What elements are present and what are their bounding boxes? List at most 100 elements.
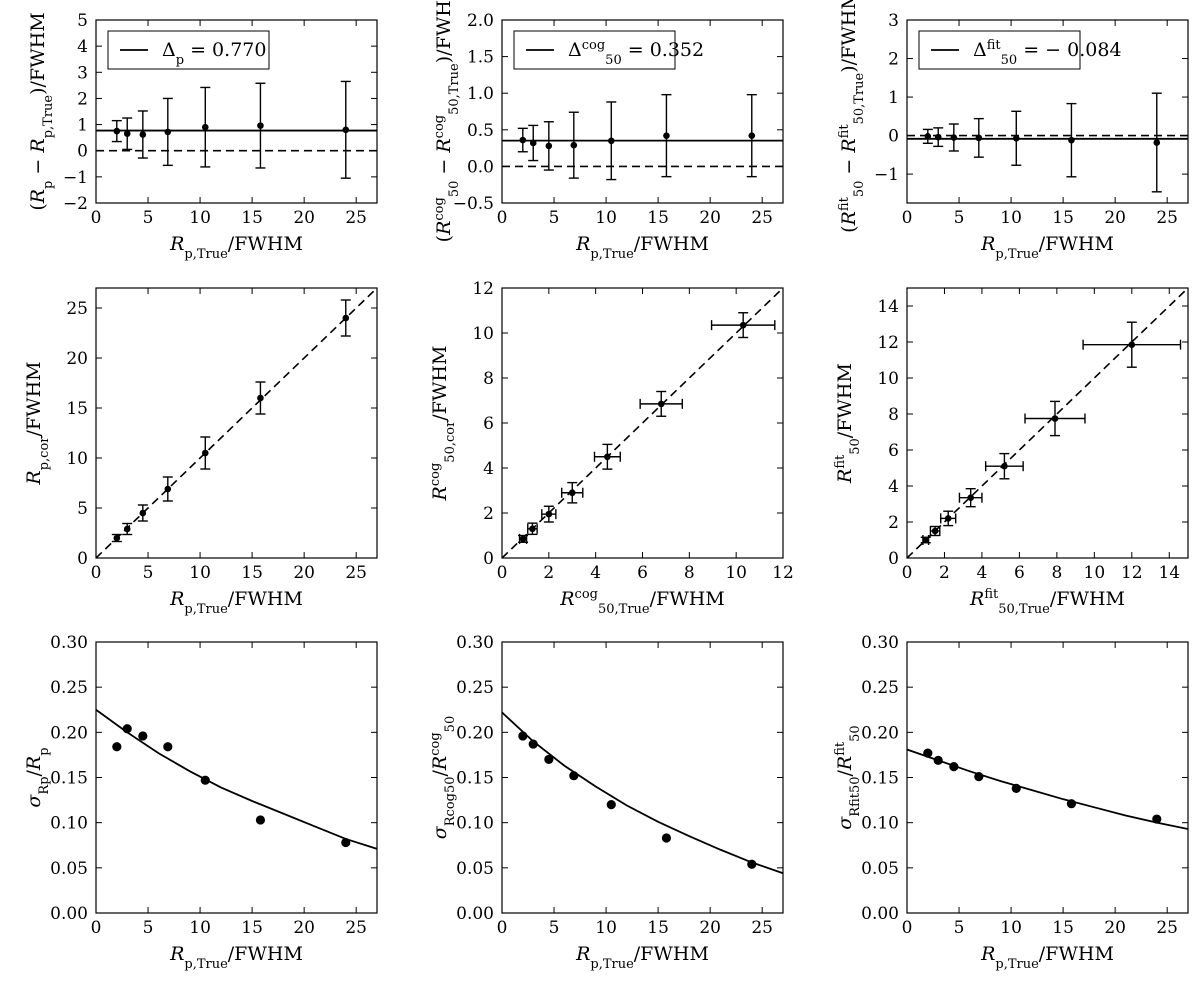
data-point bbox=[1068, 136, 1075, 144]
plot-area bbox=[96, 709, 377, 850]
x-tick-label: 5 bbox=[549, 918, 560, 938]
y-tick-label: 1 bbox=[77, 116, 88, 136]
data-point bbox=[923, 748, 933, 758]
x-tick-label: 2 bbox=[939, 563, 950, 583]
plot-area bbox=[907, 288, 1188, 558]
data-point bbox=[113, 127, 121, 135]
data-point bbox=[255, 815, 266, 825]
y-tick-label: 0.30 bbox=[861, 633, 899, 653]
data-point bbox=[123, 130, 131, 138]
y-tick-label: 0.0 bbox=[467, 157, 494, 177]
axes-frame bbox=[906, 19, 1189, 204]
x-tick-label: 25 bbox=[345, 918, 367, 938]
x-tick-label: 6 bbox=[637, 563, 648, 583]
x-tick-label: 5 bbox=[954, 918, 965, 938]
y-tick-label: 1.0 bbox=[467, 84, 494, 104]
x-tick-label: 25 bbox=[1156, 208, 1178, 228]
y-tick-label: 1 bbox=[888, 88, 899, 108]
x-tick-label: 0 bbox=[497, 563, 508, 583]
identity-line bbox=[96, 288, 377, 558]
y-tick-label: 0 bbox=[483, 549, 494, 569]
x-tick-label: 20 bbox=[1104, 918, 1126, 938]
data-point bbox=[164, 128, 172, 136]
data-point bbox=[113, 534, 121, 542]
data-point bbox=[123, 525, 131, 533]
x-axis-label: Rp,True/FWHM bbox=[575, 943, 709, 972]
panel-bottom-middle: 0 5 10 15 20 25 0.00 0.05 0.10 0.15 0.20 0.25 0.30 Rp… bbox=[428, 633, 784, 972]
data-point bbox=[122, 724, 132, 734]
x-tick-label: 10 bbox=[189, 918, 211, 938]
y-tick-label: 0.25 bbox=[456, 678, 494, 698]
y-tick-label: 2.0 bbox=[467, 11, 494, 31]
x-tick-label: 0 bbox=[497, 918, 508, 938]
y-tick-label: 0.5 bbox=[467, 121, 494, 141]
data-point bbox=[342, 314, 350, 322]
y-tick-label: 12 bbox=[877, 333, 899, 353]
data-point bbox=[163, 742, 173, 752]
panel-top-middle: 0 5 10 15 20 25 −0.5 0.0 0.5 1.0 1.5 2.0 Rp,True/FWH… bbox=[432, 0, 784, 262]
y-tick-label: 3 bbox=[77, 63, 88, 83]
data-point bbox=[657, 400, 665, 408]
panel-bottom-left: 0 5 10 15 20 25 0.00 0.05 0.10 0.15 0.20 0.25 0.30 Rp… bbox=[23, 633, 378, 972]
data-point bbox=[606, 800, 616, 810]
x-tick-label: 12 bbox=[1121, 563, 1143, 583]
legend-box bbox=[918, 30, 1081, 70]
plot-area bbox=[502, 288, 783, 558]
y-tick-label: 2 bbox=[888, 513, 899, 533]
panel-middle-left: 0 5 10 15 20 25 0 5 10 15 20 25 Rp,True/FWHM Rp,cor/F… bbox=[23, 287, 378, 617]
axes-frame bbox=[501, 19, 784, 204]
y-tick-label: 0.15 bbox=[456, 769, 494, 789]
y-tick-label: 0.00 bbox=[456, 904, 494, 924]
data-point bbox=[569, 771, 579, 781]
x-tick-label: 10 bbox=[189, 208, 211, 228]
data-point bbox=[663, 132, 670, 139]
fit-curve bbox=[96, 709, 377, 850]
legend-entry: Δp = 0.770 bbox=[162, 39, 266, 68]
data-point bbox=[607, 137, 615, 145]
y-tick-label: 0.15 bbox=[861, 769, 899, 789]
y-tick-label: 10 bbox=[877, 369, 899, 389]
y-tick-label: −1 bbox=[63, 168, 88, 188]
x-tick-label: 10 bbox=[1084, 563, 1106, 583]
data-point bbox=[924, 133, 932, 140]
y-tick-label: 0.10 bbox=[861, 814, 899, 834]
y-tick-label: 0.20 bbox=[50, 723, 88, 743]
x-tick-label: 8 bbox=[1051, 563, 1062, 583]
y-tick-label: 5 bbox=[77, 499, 88, 519]
y-tick-label: 0.00 bbox=[861, 904, 899, 924]
y-tick-label: 0 bbox=[77, 142, 88, 162]
x-tick-label: 5 bbox=[143, 918, 154, 938]
x-tick-label: 20 bbox=[293, 918, 315, 938]
y-tick-label: 14 bbox=[877, 297, 899, 317]
x-tick-label: 0 bbox=[902, 563, 913, 583]
y-axis-label: (Rfit50 − Rfit50,True)/FWHM bbox=[837, 0, 867, 233]
y-tick-label: 10 bbox=[472, 324, 494, 344]
data-point bbox=[931, 527, 939, 535]
data-point bbox=[570, 141, 578, 149]
data-point bbox=[519, 535, 527, 543]
data-point bbox=[545, 142, 553, 150]
y-tick-label: 4 bbox=[77, 37, 88, 57]
x-tick-label: 15 bbox=[241, 208, 263, 228]
data-point bbox=[518, 731, 528, 741]
y-tick-label: 10 bbox=[66, 449, 88, 469]
data-point bbox=[944, 515, 952, 522]
axes-frame bbox=[95, 287, 378, 559]
data-point bbox=[519, 136, 527, 144]
panel-middle-right: 0 2 4 6 8 10 12 14 0 2 4 6 8 10 12 14 Rfit50,True/FWHM Rf… bbox=[833, 287, 1189, 617]
data-point bbox=[1128, 341, 1136, 349]
data-point bbox=[139, 131, 147, 138]
y-axis-label: (Rp − Rp,True)/FWHM bbox=[27, 12, 56, 210]
data-point bbox=[975, 134, 983, 142]
x-axis-label: Rp,True/FWHM bbox=[575, 233, 709, 262]
data-point bbox=[661, 833, 672, 843]
y-tick-label: 0 bbox=[77, 549, 88, 569]
x-tick-label: 0 bbox=[902, 918, 913, 938]
data-point bbox=[1051, 415, 1059, 422]
axes-frame bbox=[95, 19, 378, 204]
y-tick-label: 3 bbox=[888, 11, 899, 31]
data-point bbox=[545, 510, 553, 518]
plot-area bbox=[96, 80, 377, 179]
plot-area bbox=[502, 93, 783, 181]
y-tick-label: 6 bbox=[483, 414, 494, 434]
